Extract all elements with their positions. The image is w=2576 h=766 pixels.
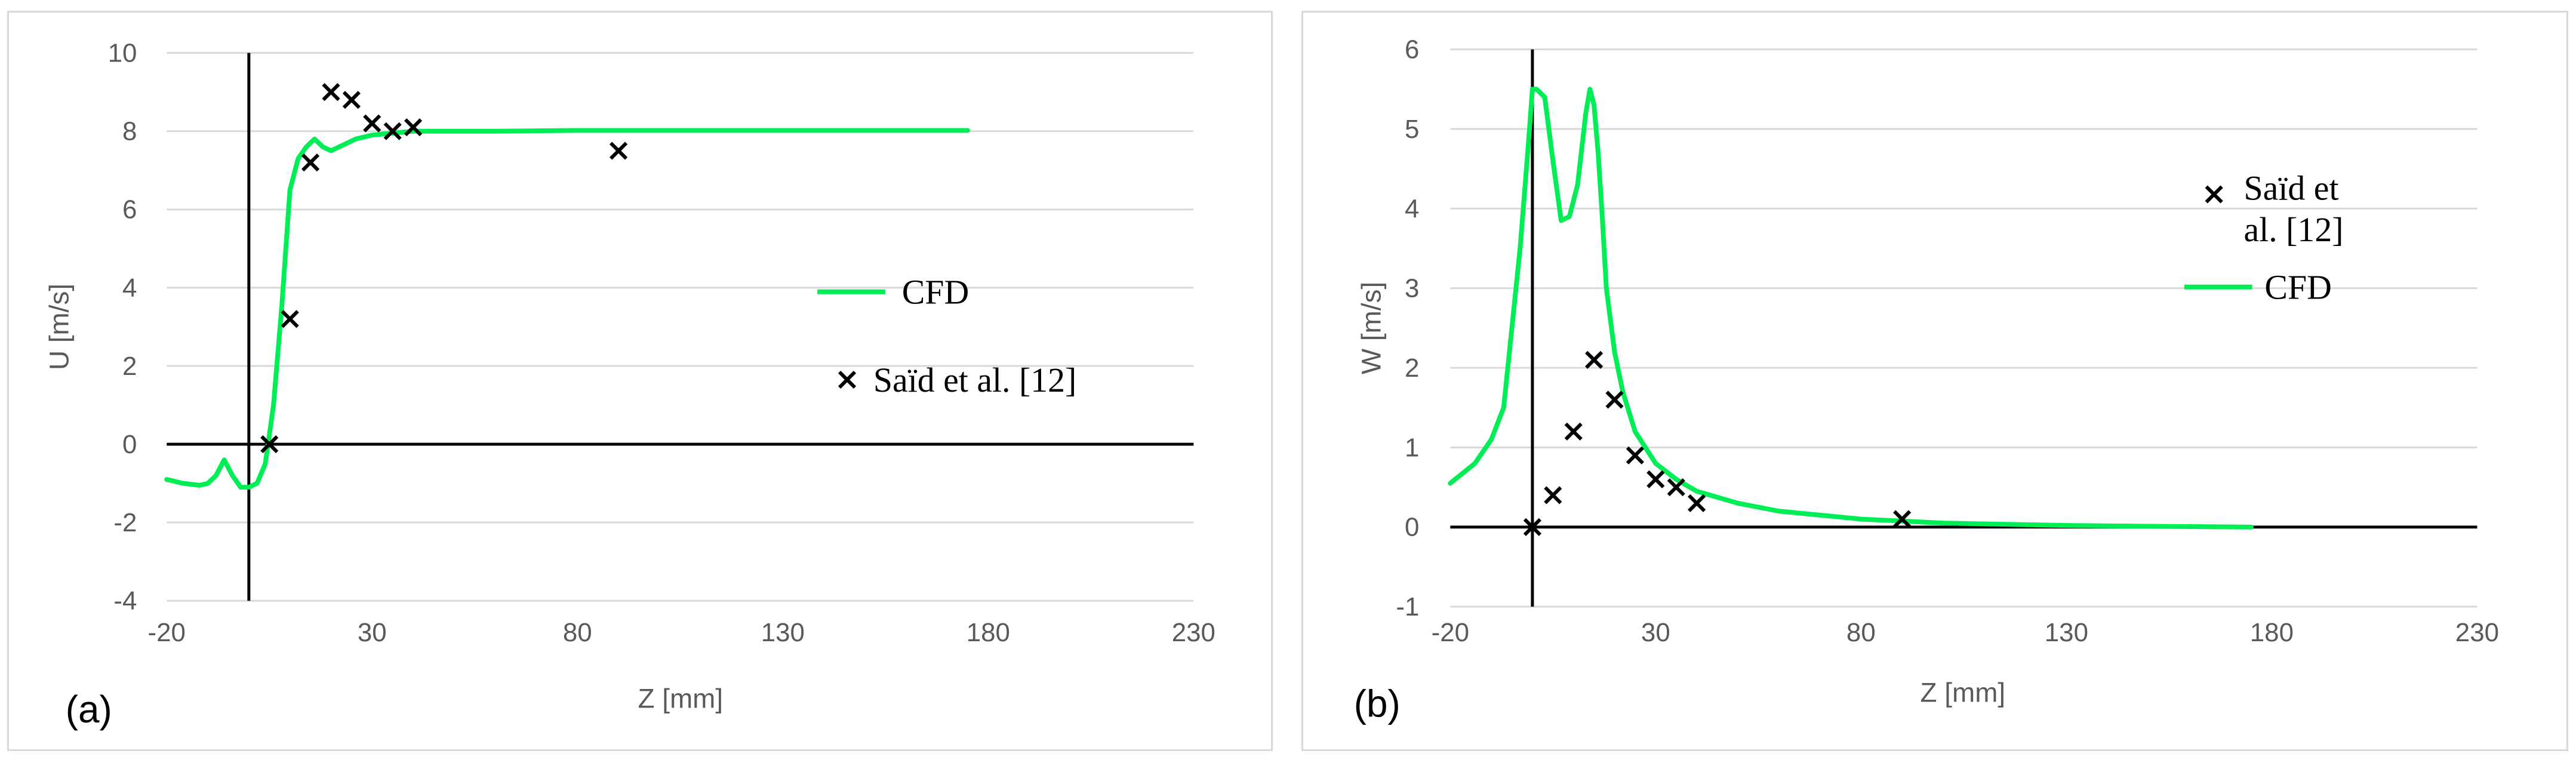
chart-a-x-tick-label: -20 xyxy=(148,618,186,647)
chart-b-y-tick-label: 4 xyxy=(1405,194,1419,223)
chart-panel-a: -20 30 80 130 180 230 -4 -2 0 2 4 6 8 10 Z [mm] U [m/s]… xyxy=(7,11,1273,751)
chart-a-legend-said-label: Saïd et al. [12] xyxy=(873,362,1076,399)
chart-a-x-axis-title: Z [mm] xyxy=(638,683,723,713)
chart-a-series-said-points xyxy=(260,83,628,454)
chart-b-said-point xyxy=(1626,446,1645,464)
chart-b-x-tick-label: 80 xyxy=(1846,618,1876,647)
chart-b-said-point xyxy=(1688,494,1706,512)
chart-b-said-point xyxy=(1893,510,1912,528)
chart-b-said-point xyxy=(1544,486,1562,504)
chart-b-x-axis-title: Z [mm] xyxy=(1921,677,2006,707)
chart-a-said-point xyxy=(363,114,381,133)
chart-a-said-point xyxy=(404,118,423,137)
chart-b-legend-said-label: Saïd et al. [12] xyxy=(2244,170,2344,250)
chart-b-y-tick-label: 3 xyxy=(1405,274,1419,303)
chart-b-y-tick-label: 1 xyxy=(1405,433,1419,462)
chart-a-legend-said-symbol xyxy=(838,370,857,389)
chart-a-y-tick-label: 8 xyxy=(122,117,137,146)
chart-b-series-said-points xyxy=(1523,350,1912,536)
chart-b-said-point xyxy=(1667,478,1685,497)
chart-b-y-tick-label: 6 xyxy=(1405,35,1419,64)
chart-a-x-tick-label: 230 xyxy=(1172,618,1215,647)
chart-b-said-point xyxy=(1523,518,1541,536)
chart-a-x-tick-label: 130 xyxy=(761,618,805,647)
chart-b-y-tick-label: 2 xyxy=(1405,353,1419,383)
chart-b-said-point xyxy=(1605,390,1624,409)
chart-a-y-tick-label: 6 xyxy=(122,195,137,224)
chart-b-said-point xyxy=(1585,350,1604,369)
chart-a-said-point xyxy=(610,141,628,160)
chart-a-y-axis-title: U [m/s] xyxy=(44,284,75,370)
chart-b-y-tick-label: 0 xyxy=(1405,513,1419,542)
chart-b-x-tick-label: 230 xyxy=(2455,618,2499,647)
chart-panel-b: -20 30 80 130 180 230 -1 0 1 2 3 4 5 6 Z [mm] W [m/s] (b… xyxy=(1301,11,2568,751)
chart-a-x-tick-label: 180 xyxy=(967,618,1010,647)
chart-b-series-cfd-line xyxy=(1448,87,2254,530)
chart-b-y-tick-label: 5 xyxy=(1405,115,1419,144)
chart-b-x-tick-label: -20 xyxy=(1432,618,1469,647)
chart-b-x-tick-label: 180 xyxy=(2250,618,2294,647)
chart-a-y-tick-label: 2 xyxy=(122,352,137,381)
chart-a-said-point xyxy=(301,153,320,172)
chart-a-y-tick-label: -2 xyxy=(113,508,137,537)
chart-a-x-tick-label: 80 xyxy=(563,618,592,647)
chart-a-y-tick-label: 4 xyxy=(122,273,137,303)
chart-b-svg: -20 30 80 130 180 230 -1 0 1 2 3 4 5 6 Z [mm] W [m/s] (b… xyxy=(1354,35,2499,725)
chart-a-x-tick-label: 30 xyxy=(358,618,387,647)
chart-b-said-point xyxy=(1564,422,1583,441)
chart-a-panel-label: (a) xyxy=(66,688,112,731)
chart-a-series-cfd-line xyxy=(164,128,970,490)
chart-a-legend-cfd-label: CFD xyxy=(902,274,969,312)
chart-a-said-point xyxy=(342,91,361,109)
chart-a-y-tick-label: -4 xyxy=(113,586,137,616)
chart-b-y-tick-label: -1 xyxy=(1396,592,1419,622)
chart-b-y-axis-title: W [m/s] xyxy=(1356,282,1387,374)
chart-a-said-point xyxy=(281,310,299,328)
chart-b-x-tick-label: 130 xyxy=(2045,618,2088,647)
chart-b-legend-cfd-label: CFD xyxy=(2264,269,2331,307)
chart-a-said-point xyxy=(260,435,279,454)
chart-b-x-tick-label: 30 xyxy=(1641,618,1670,647)
chart-b-legend-said-symbol xyxy=(2205,185,2223,204)
chart-b-said-point xyxy=(1646,470,1665,488)
chart-a-said-point xyxy=(383,122,402,140)
chart-a-said-point xyxy=(322,83,340,101)
chart-b-panel-label: (b) xyxy=(1354,682,1401,725)
chart-a-y-tick-label: 10 xyxy=(108,39,137,68)
chart-a-y-tick-label: 0 xyxy=(122,430,137,459)
